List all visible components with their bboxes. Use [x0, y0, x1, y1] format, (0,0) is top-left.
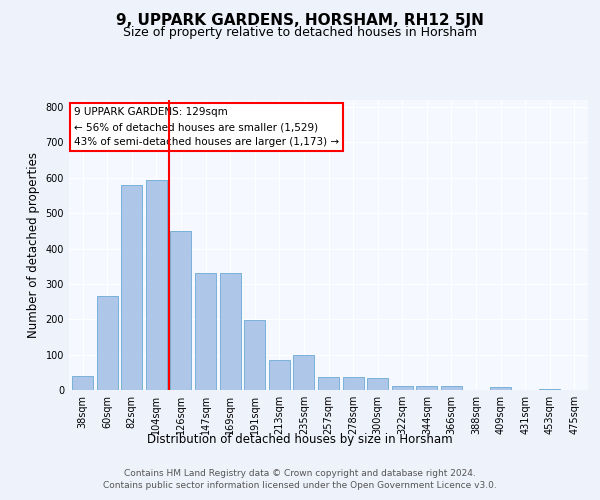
Bar: [343, 376, 364, 390]
Text: 9 UPPARK GARDENS: 129sqm
← 56% of detached houses are smaller (1,529)
43% of sem: 9 UPPARK GARDENS: 129sqm ← 56% of detach…: [74, 108, 340, 147]
Bar: [121, 185, 142, 390]
Bar: [392, 386, 413, 390]
Bar: [318, 376, 339, 390]
Y-axis label: Number of detached properties: Number of detached properties: [27, 152, 40, 338]
Bar: [244, 320, 265, 390]
Bar: [269, 360, 290, 390]
Bar: [97, 296, 118, 390]
Bar: [490, 387, 511, 390]
Bar: [146, 180, 167, 390]
Bar: [170, 231, 191, 390]
Text: 9, UPPARK GARDENS, HORSHAM, RH12 5JN: 9, UPPARK GARDENS, HORSHAM, RH12 5JN: [116, 12, 484, 28]
Text: Distribution of detached houses by size in Horsham: Distribution of detached houses by size …: [147, 432, 453, 446]
Bar: [367, 378, 388, 390]
Bar: [195, 274, 216, 390]
Bar: [72, 376, 93, 390]
Text: Contains public sector information licensed under the Open Government Licence v3: Contains public sector information licen…: [103, 481, 497, 490]
Text: Size of property relative to detached houses in Horsham: Size of property relative to detached ho…: [123, 26, 477, 39]
Text: Contains HM Land Registry data © Crown copyright and database right 2024.: Contains HM Land Registry data © Crown c…: [124, 469, 476, 478]
Bar: [441, 386, 462, 390]
Bar: [293, 354, 314, 390]
Bar: [416, 386, 437, 390]
Bar: [220, 274, 241, 390]
